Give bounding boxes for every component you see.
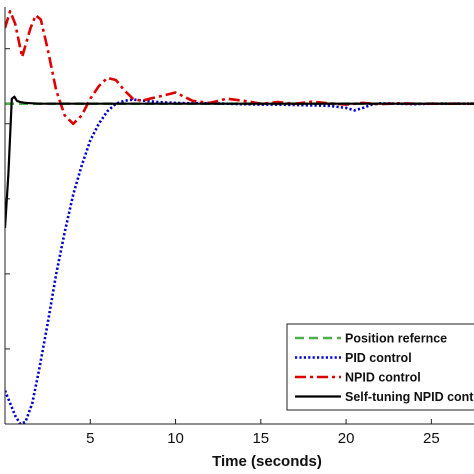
legend-label-4: Self-tuning NPID control (345, 390, 474, 404)
plot-area (5, 9, 474, 424)
legend: Position refernce PID control NPID control… (286, 323, 474, 411)
x-tick-label: 5 (86, 430, 94, 447)
series-line-4 (5, 95, 474, 229)
series-line-2 (5, 98, 474, 424)
x-tick-label: 25 (423, 430, 440, 447)
series-line-3 (5, 9, 474, 126)
axes: 5 10 15 20 25 (4, 7, 474, 447)
x-tick-label: 10 (167, 430, 184, 447)
legend-label-2: PID control (345, 351, 412, 365)
legend-label-3: NPID control (345, 371, 421, 385)
legend-label-1: Position refernce (345, 332, 447, 346)
x-tick-label: 20 (338, 430, 355, 447)
x-tick-label: 15 (252, 430, 269, 447)
x-axis-title: Time (seconds) (212, 453, 322, 470)
